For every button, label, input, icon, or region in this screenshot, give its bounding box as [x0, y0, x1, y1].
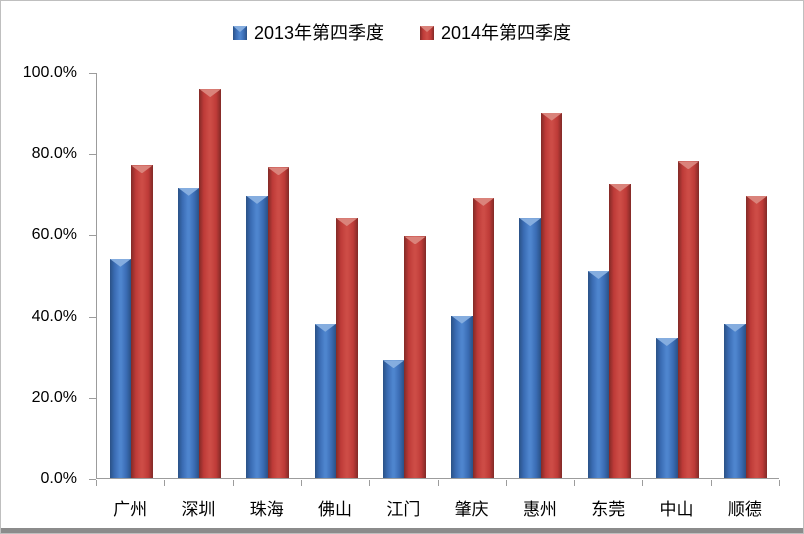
bar-bevel	[109, 258, 132, 267]
bar-2014年第四季度-佛山	[336, 218, 358, 478]
bar-bevel	[382, 360, 405, 369]
bar-2014年第四季度-肇庆	[472, 197, 495, 478]
legend-swatch-2013-icon	[232, 26, 247, 40]
x-category-label: 深圳	[181, 500, 216, 519]
bar-bevel	[199, 89, 221, 98]
bar-2014年第四季度-东莞	[609, 183, 631, 478]
bar-bevel	[519, 218, 541, 227]
bar-bevel	[451, 315, 473, 324]
x-category-label: 珠海	[249, 500, 284, 519]
legend-item-2013: 2013年第四季度	[232, 23, 384, 43]
bar-2013年第四季度-惠州	[519, 218, 541, 478]
y-tick-label: 60.0%	[31, 226, 77, 244]
bar-bevel	[609, 183, 631, 192]
window-edge	[1, 528, 803, 533]
y-tick-mark	[89, 235, 96, 237]
x-tick-mark	[574, 480, 576, 486]
bar-bevel	[314, 323, 337, 332]
y-tick-mark	[89, 397, 96, 399]
x-category-label: 江门	[386, 500, 421, 519]
x-tick-mark	[710, 480, 712, 486]
x-tick-mark	[779, 480, 780, 486]
bar-bevel	[656, 337, 678, 346]
x-category-label: 中山	[659, 500, 694, 519]
y-tick-mark	[89, 73, 96, 74]
bar-2013年第四季度-珠海	[246, 195, 268, 478]
x-category-label: 东莞	[591, 500, 626, 519]
bar-2014年第四季度-珠海	[267, 167, 290, 478]
bar-bevel	[336, 218, 358, 227]
x-tick-mark	[164, 480, 166, 486]
plot-area	[96, 73, 779, 479]
y-tick-label: 20.0%	[31, 388, 77, 406]
bar-bevel	[587, 270, 610, 279]
chart-legend: 2013年第四季度 2014年第四季度	[1, 23, 803, 43]
bar-2014年第四季度-江门	[404, 236, 426, 478]
bar-bevel	[177, 187, 200, 196]
bar-bevel	[472, 197, 495, 206]
y-tick-label: 40.0%	[31, 307, 77, 325]
bar-2014年第四季度-中山	[677, 161, 700, 478]
y-tick-mark	[89, 154, 96, 156]
x-category-label: 顺德	[727, 500, 762, 519]
x-category-label: 佛山	[318, 500, 353, 519]
bar-bevel	[404, 236, 426, 245]
y-tick-label: 0.0%	[40, 470, 77, 487]
x-tick-mark	[505, 480, 507, 486]
legend-label-2014: 2014年第四季度	[441, 23, 572, 43]
legend-item-2014: 2014年第四季度	[420, 23, 571, 43]
bar-bevel	[540, 112, 563, 121]
y-tick-label: 100.0%	[22, 64, 77, 81]
x-tick-mark	[96, 480, 97, 486]
bar-2013年第四季度-深圳	[177, 187, 200, 478]
x-category-label: 肇庆	[454, 500, 489, 519]
bar-bevel	[246, 195, 268, 204]
bar-2014年第四季度-惠州	[540, 112, 563, 478]
bar-bevel	[267, 167, 290, 176]
y-tick-label: 80.0%	[31, 145, 77, 163]
x-category-label: 惠州	[522, 500, 557, 519]
bar-2013年第四季度-江门	[382, 360, 405, 478]
bar-2013年第四季度-广州	[109, 258, 132, 478]
bar-2014年第四季度-顺德	[745, 195, 768, 478]
bar-2014年第四季度-深圳	[199, 89, 221, 478]
x-tick-mark	[369, 480, 371, 486]
bar-2013年第四季度-中山	[656, 337, 678, 478]
legend-label-2013: 2013年第四季度	[253, 23, 384, 43]
x-tick-mark	[642, 480, 644, 486]
bar-2013年第四季度-肇庆	[451, 315, 473, 478]
x-tick-mark	[300, 480, 302, 486]
bar-bevel	[745, 195, 768, 204]
swatch-bevel	[420, 26, 434, 32]
bar-bevel	[724, 323, 746, 332]
y-tick-mark	[89, 479, 96, 480]
x-tick-mark	[437, 480, 439, 486]
bar-2013年第四季度-东莞	[587, 270, 610, 478]
bar-2014年第四季度-广州	[131, 165, 153, 478]
x-tick-mark	[232, 480, 234, 486]
bar-2013年第四季度-佛山	[314, 323, 337, 478]
swatch-bevel	[232, 26, 247, 32]
x-category-label: 广州	[113, 500, 148, 519]
y-tick-mark	[89, 316, 96, 318]
bar-bevel	[677, 161, 700, 170]
bar-2013年第四季度-顺德	[724, 323, 746, 478]
bar-bevel	[131, 165, 153, 174]
legend-swatch-2014-icon	[420, 26, 434, 40]
